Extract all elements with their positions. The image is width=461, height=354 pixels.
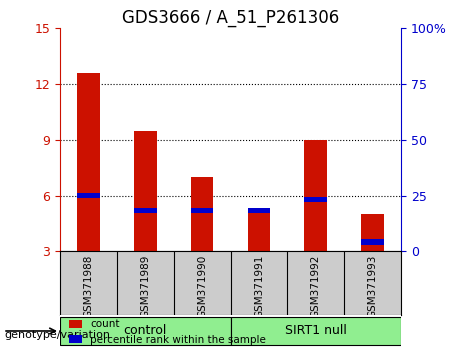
Bar	[134, 131, 157, 251]
Bar	[361, 239, 384, 245]
Bar	[304, 140, 327, 251]
Bar	[191, 177, 213, 251]
Text: GSM371990: GSM371990	[197, 255, 207, 318]
Text: GSM371992: GSM371992	[311, 255, 321, 318]
Bar	[134, 208, 157, 213]
Text: GSM371988: GSM371988	[83, 255, 94, 318]
Title: GDS3666 / A_51_P261306: GDS3666 / A_51_P261306	[122, 9, 339, 27]
FancyBboxPatch shape	[60, 316, 230, 346]
Bar	[191, 208, 213, 213]
Legend: count, percentile rank within the sample: count, percentile rank within the sample	[65, 315, 270, 349]
Bar	[248, 210, 270, 251]
Text: GSM371989: GSM371989	[140, 255, 150, 318]
Text: control: control	[124, 325, 167, 337]
Bar	[77, 193, 100, 198]
Bar	[304, 196, 327, 202]
Text: genotype/variation: genotype/variation	[5, 330, 111, 339]
FancyBboxPatch shape	[230, 316, 401, 346]
Bar	[361, 214, 384, 251]
Bar	[77, 73, 100, 251]
Text: GSM371993: GSM371993	[367, 255, 378, 318]
Text: SIRT1 null: SIRT1 null	[285, 325, 347, 337]
Bar	[248, 208, 270, 213]
Text: GSM371991: GSM371991	[254, 255, 264, 318]
